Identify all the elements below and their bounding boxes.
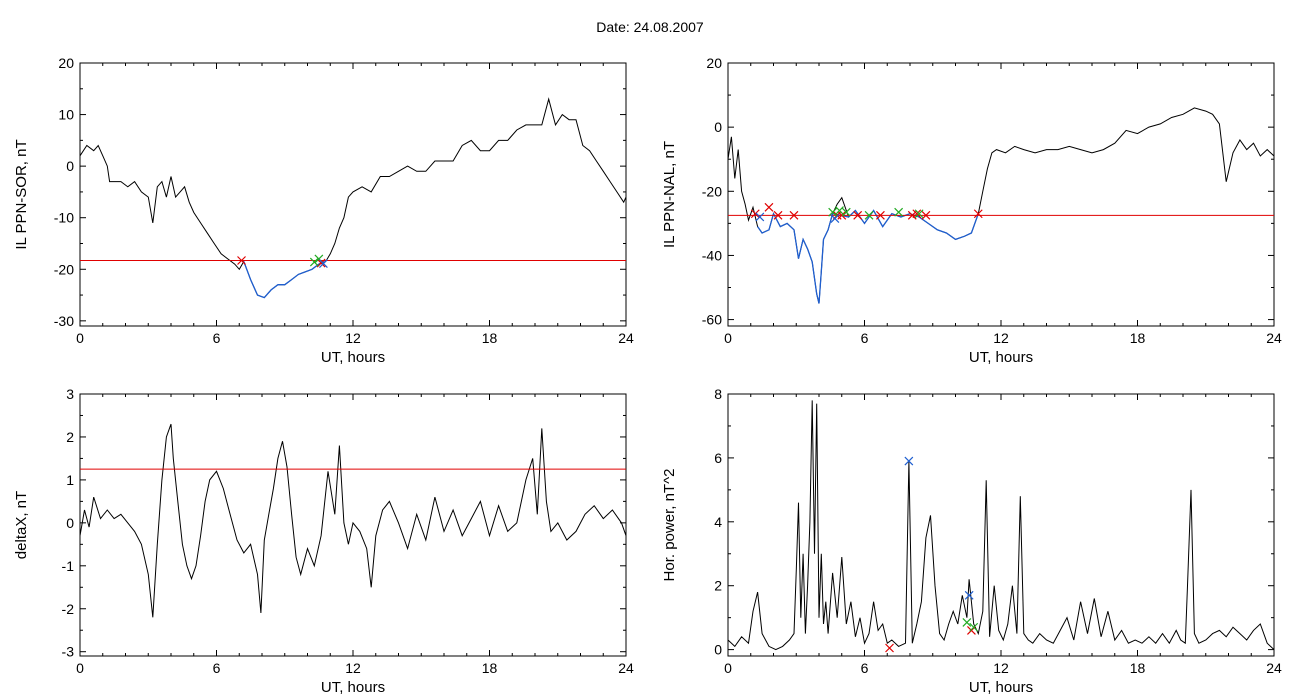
y-tick-label: 8 — [714, 386, 722, 402]
red-cross-marker — [837, 210, 847, 220]
y-tick-label: 0 — [66, 158, 74, 174]
x-tick-label: 24 — [618, 660, 634, 676]
red-cross-marker — [921, 210, 931, 220]
x-tick-label: 0 — [724, 660, 732, 676]
y-tick-label: 4 — [714, 514, 722, 530]
green-cross-marker — [828, 207, 838, 217]
y-tick-label: 0 — [66, 515, 74, 531]
y-tick-label: -3 — [62, 644, 75, 660]
y-tick-label: 3 — [66, 386, 74, 402]
y-tick-label: 1 — [66, 472, 74, 488]
green-cross-marker — [841, 207, 851, 217]
x-tick-label: 6 — [861, 330, 869, 346]
y-tick-label: 10 — [58, 107, 74, 123]
series-line — [79, 97, 627, 299]
y-tick-label: 2 — [66, 429, 74, 445]
x-axis-label: UT, hours — [969, 349, 1033, 366]
y-tick-label: 0 — [714, 119, 722, 135]
green-cross-marker — [835, 206, 844, 215]
plot-frame — [727, 62, 1275, 327]
y-tick-label: -40 — [702, 247, 722, 263]
blue-cross-marker — [755, 212, 765, 222]
x-tick-label: 24 — [618, 330, 634, 346]
panel-il-ppn-nal: 0 6 12 18 24 -60 -40 -20 0 20 UT, hours IL PPN-NAL,… — [661, 55, 1282, 366]
page-title: Date: 24.08.2007 — [596, 19, 704, 35]
series-line — [727, 107, 1275, 304]
highlight-line — [243, 260, 326, 299]
y-tick-label: -2 — [62, 601, 75, 617]
y-tick-label: -20 — [702, 183, 722, 199]
red-cross-marker — [853, 210, 863, 220]
green-cross-marker — [864, 210, 874, 220]
y-axis-label: IL PPN-NAL, nT — [661, 141, 678, 248]
green-cross-marker — [309, 257, 319, 267]
y-tick-label: 20 — [58, 55, 74, 71]
x-tick-label: 12 — [993, 330, 1009, 346]
red-cross-marker — [912, 209, 922, 219]
x-axis-label: UT, hours — [969, 679, 1033, 696]
x-tick-label: 6 — [861, 660, 869, 676]
y-tick-label: 0 — [714, 642, 722, 658]
green-cross-marker — [914, 209, 924, 219]
y-tick-label: 2 — [714, 578, 722, 594]
y-tick-label: -30 — [54, 313, 74, 329]
x-tick-label: 18 — [1130, 330, 1146, 346]
y-tick-label: -60 — [702, 312, 722, 328]
green-cross-marker — [894, 207, 904, 217]
blue-cross-marker — [319, 259, 328, 269]
series-line — [727, 400, 1275, 651]
x-tick-label: 12 — [345, 330, 361, 346]
x-tick-label: 18 — [482, 660, 498, 676]
panel-il-ppn-sor: 0 6 12 18 24 -30 -20 -10 0 10 20 UT, hours IL PPN-SO… — [13, 55, 634, 366]
x-axis-label: UT, hours — [321, 679, 385, 696]
y-tick-label: -10 — [54, 210, 74, 226]
y-tick-label: 20 — [706, 55, 722, 71]
green-cross-marker — [962, 618, 972, 627]
x-tick-label: 6 — [213, 330, 221, 346]
blue-cross-marker — [904, 456, 914, 466]
red-cross-marker — [789, 210, 799, 220]
blue-cross-marker — [964, 590, 974, 600]
blue-cross-marker — [830, 214, 840, 223]
series-line — [79, 423, 627, 618]
x-tick-label: 18 — [482, 330, 498, 346]
y-axis-label: IL PPN-SOR, nT — [13, 139, 30, 249]
x-tick-label: 6 — [213, 660, 221, 676]
x-tick-label: 12 — [345, 660, 361, 676]
x-tick-label: 24 — [1266, 330, 1282, 346]
x-tick-label: 0 — [76, 330, 84, 346]
red-cross-marker — [876, 210, 885, 220]
red-cross-marker — [750, 209, 760, 219]
y-tick-label: -1 — [62, 558, 75, 574]
y-axis-label: deltaX, nT — [13, 491, 30, 559]
highlight-line — [757, 209, 979, 304]
x-tick-label: 24 — [1266, 660, 1282, 676]
red-cross-marker — [773, 210, 783, 220]
x-tick-label: 12 — [993, 660, 1009, 676]
y-tick-label: 6 — [714, 450, 722, 466]
y-axis-label: Hor. power, nT^2 — [661, 469, 678, 582]
red-cross-marker — [973, 209, 983, 219]
y-tick-label: -20 — [54, 261, 74, 277]
x-tick-label: 18 — [1130, 660, 1146, 676]
x-axis-label: UT, hours — [321, 349, 385, 366]
red-cross-marker — [885, 643, 894, 653]
x-tick-label: 0 — [724, 330, 732, 346]
red-cross-marker — [237, 256, 246, 265]
red-cross-marker — [764, 202, 774, 212]
x-tick-label: 0 — [76, 660, 84, 676]
green-cross-marker — [969, 622, 979, 632]
plot-frame — [79, 62, 627, 327]
